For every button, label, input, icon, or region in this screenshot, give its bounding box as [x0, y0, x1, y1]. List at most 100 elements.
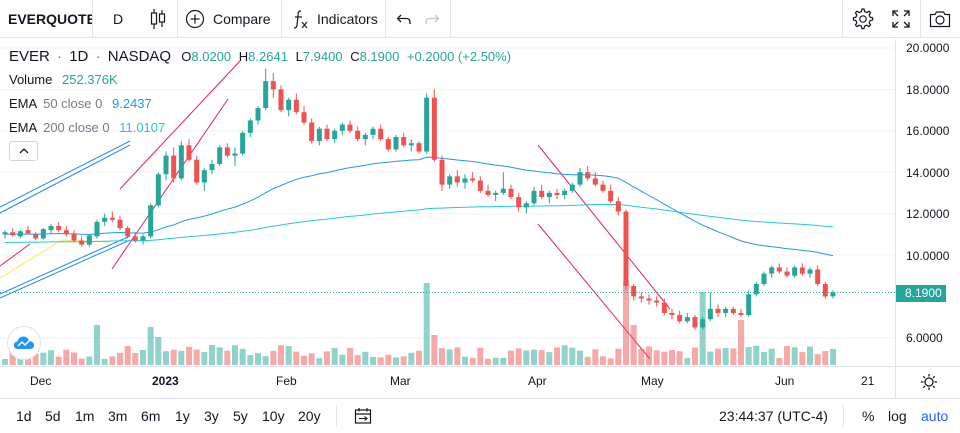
volume-bar — [638, 348, 645, 365]
candle-body — [447, 176, 453, 185]
candle-body — [439, 159, 445, 185]
volume-bar — [94, 325, 100, 365]
volume-bar — [791, 347, 798, 365]
legend-exchange: NASDAQ — [107, 48, 172, 65]
candle-body — [761, 273, 767, 284]
candle-body — [86, 235, 92, 245]
redo-icon — [425, 14, 440, 24]
bottom-toolbar: 1d 5d 1m 3m 6m 1y 3y 5y 10y 20y 23:44:37… — [0, 398, 960, 433]
goto-date-button[interactable] — [354, 407, 372, 430]
range-3m-button[interactable]: 3m — [108, 408, 128, 424]
candle-body — [523, 203, 529, 208]
candle-body — [784, 271, 790, 276]
auto-toggle[interactable]: auto — [921, 408, 949, 424]
fullscreen-button[interactable] — [891, 0, 911, 38]
legend-volume[interactable]: Volume 252.376K — [9, 72, 118, 87]
time-axis[interactable]: Dec 2023 Feb Mar Apr May Jun 21 — [0, 366, 960, 399]
volume-bar — [814, 354, 821, 365]
volume-bar — [377, 357, 384, 365]
candle-body — [48, 226, 54, 231]
volume-bar — [224, 350, 231, 365]
ema200-label: EMA — [9, 120, 37, 135]
candle-body — [546, 192, 552, 198]
candle-body — [807, 269, 813, 274]
volume-bar — [324, 351, 330, 365]
interval-button[interactable]: D — [93, 0, 143, 38]
settings-button[interactable] — [852, 0, 874, 38]
cloud-logo-icon — [14, 336, 34, 349]
legend-ema50[interactable]: EMA 50 close 0 9.2437 — [9, 96, 152, 111]
range-5d-button[interactable]: 5d — [45, 408, 61, 424]
change-value: +0.2000 (+2.50%) — [406, 49, 512, 64]
volume-bar — [500, 357, 507, 365]
range-1d-button[interactable]: 1d — [16, 408, 32, 424]
undo-button[interactable] — [396, 0, 412, 38]
time-label: Mar — [390, 374, 411, 388]
volume-value: 252.376K — [62, 72, 118, 87]
candle-body — [554, 192, 560, 195]
volume-bar — [370, 357, 376, 365]
chart-type-button[interactable] — [143, 0, 173, 38]
volume-bar — [607, 358, 614, 365]
ema50-line — [4, 156, 834, 257]
candle-body — [753, 283, 759, 295]
trend-line — [0, 235, 131, 295]
candle-body — [355, 130, 361, 140]
log-toggle[interactable]: log — [888, 408, 907, 424]
volume-bar — [170, 349, 177, 365]
candle-body — [577, 172, 583, 185]
range-5y-button[interactable]: 5y — [233, 408, 248, 424]
ema200-params: 200 close 0 — [43, 120, 110, 135]
volume-bar — [101, 358, 108, 365]
range-20y-button[interactable]: 20y — [298, 408, 321, 424]
candle-body — [684, 317, 690, 322]
legend-ema200[interactable]: EMA 200 close 0 11.0107 — [9, 120, 165, 135]
volume-bar — [86, 356, 93, 365]
snapshot-button[interactable] — [929, 0, 951, 38]
compare-label: Compare — [213, 11, 271, 27]
volume-bar — [147, 327, 154, 365]
axis-settings-button[interactable] — [920, 373, 938, 396]
volume-bar — [768, 348, 775, 365]
range-3y-button[interactable]: 3y — [204, 408, 219, 424]
price-chart[interactable] — [0, 39, 895, 366]
function-icon — [293, 10, 308, 29]
redo-button[interactable] — [424, 0, 440, 38]
candle-body — [339, 124, 345, 131]
tradingview-logo[interactable] — [7, 326, 41, 360]
undo-icon — [396, 14, 411, 24]
volume-bar — [630, 325, 637, 365]
chart-pane[interactable] — [0, 39, 895, 366]
candle-body — [17, 231, 23, 237]
volume-bar — [109, 356, 116, 365]
range-10y-button[interactable]: 10y — [262, 408, 285, 424]
candle-body — [270, 81, 276, 90]
volume-bar — [546, 352, 553, 365]
range-1m-button[interactable]: 1m — [75, 408, 95, 424]
compare-button[interactable]: Compare — [185, 0, 271, 38]
price-label: 12.0000 — [906, 207, 950, 221]
high-value: 8.2641 — [248, 49, 288, 64]
range-1y-button[interactable]: 1y — [175, 408, 190, 424]
candle-body — [33, 234, 39, 239]
percent-toggle[interactable]: % — [862, 408, 875, 424]
price-axis[interactable]: 20.0000 18.0000 16.0000 14.0000 12.0000 … — [895, 39, 960, 366]
time-label: Jun — [775, 374, 795, 388]
candle-body — [631, 286, 637, 297]
divider — [385, 0, 386, 38]
open-key: O — [181, 49, 192, 64]
candle-body — [646, 298, 652, 301]
volume-bar — [722, 348, 729, 365]
symbol-search-button[interactable]: EVERQUOTE — [0, 0, 92, 38]
candle-body — [25, 230, 31, 234]
volume-bar — [561, 345, 568, 365]
time-label: Apr — [528, 374, 547, 388]
indicators-button[interactable]: Indicators — [292, 0, 378, 38]
candle-body — [224, 147, 230, 156]
clock-time[interactable]: 23:44:37 (UTC-4) — [719, 408, 828, 424]
volume-bar — [201, 351, 208, 365]
range-6m-button[interactable]: 6m — [141, 408, 161, 424]
legend-collapse-button[interactable] — [9, 141, 38, 161]
candle-body — [163, 155, 169, 175]
candle-body — [769, 267, 775, 274]
